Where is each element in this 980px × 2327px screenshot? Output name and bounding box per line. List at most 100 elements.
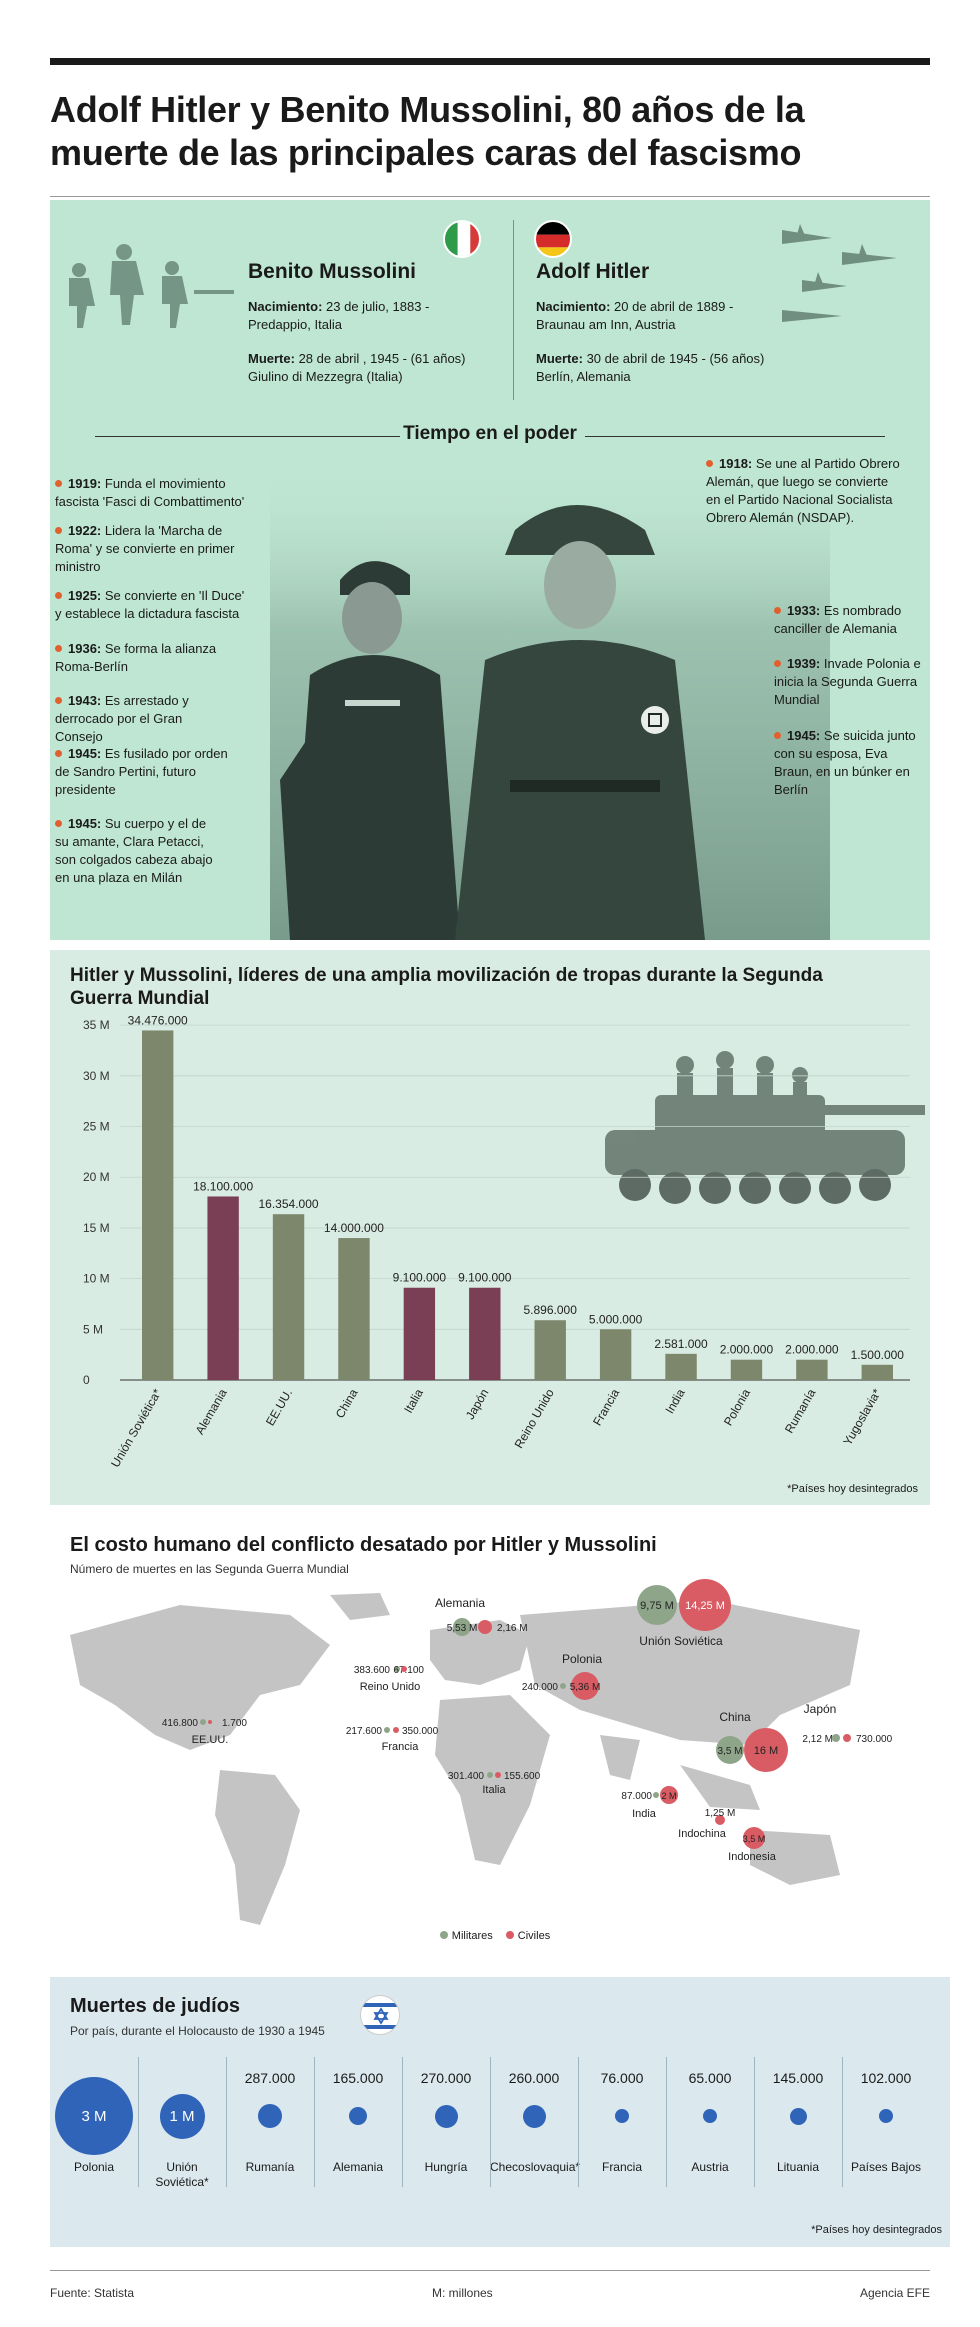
y-tick-label: 15 M [83, 1221, 110, 1235]
germany-military-marker [453, 1618, 471, 1636]
jews-circle [879, 2109, 893, 2123]
ussr-civil-label: 14,25 M [685, 1600, 725, 1612]
bar [272, 1214, 305, 1380]
x-category-label: EE.UU. [263, 1387, 295, 1429]
bar [796, 1359, 828, 1380]
legend-military-label: Militares [451, 1930, 493, 1942]
italy-military-marker [487, 1772, 493, 1778]
x-category-label: Italia [401, 1386, 426, 1415]
jews-item: 165.000 Alemania [314, 2052, 402, 2197]
bar-value-label: 2.000.000 [720, 1343, 774, 1357]
japan-civil-label: 730.000 [856, 1734, 893, 1745]
jews-circle: 1 M [159, 2093, 205, 2139]
france-military-label: 217.600 [346, 1726, 383, 1737]
bar-value-label: 9.100.000 [458, 1271, 512, 1285]
bar-value-label: 5.896.000 [524, 1303, 578, 1317]
timeline-line-right [585, 436, 885, 437]
mussolini-event-1945-a: 1945: Es fusilado por orden de Sandro Pe… [55, 746, 228, 797]
jews-title: Muertes de judíos [70, 1995, 241, 2017]
leaders-photo [270, 460, 830, 940]
jews-note: *Países hoy desintegrados [811, 2224, 942, 2236]
israel-flag-icon [360, 1995, 400, 2035]
bar-chart: 0 5 M 10 M 15 M 20 M 25 M 30 M 35 M 34.476.000 Un… [83, 1013, 910, 1470]
italy-flag-icon [443, 220, 481, 258]
germany-military-label: 5,53 M [447, 1623, 478, 1634]
jews-value: 102.000 [860, 2070, 912, 2086]
japan-military-marker [832, 1734, 840, 1742]
jews-item: 1 M Unión Soviética* [138, 2052, 226, 2197]
jews-item: 145.000 Lituania [754, 2052, 842, 2197]
mussolini-event-1943: 1943: Es arrestado y derrocado por el Gr… [55, 693, 189, 744]
jews-country: Lituania [776, 2160, 820, 2174]
indonesia-name: Indonesia [728, 1851, 777, 1863]
jews-separator [842, 2057, 843, 2187]
uk-military-label: 383.600 [354, 1665, 391, 1676]
troops-chart-section: Hitler y Mussolini, líderes de una ampli… [50, 950, 930, 1505]
jews-separator [578, 2057, 579, 2187]
poland-civil-marker [571, 1672, 599, 1700]
jews-circle: 3 M [55, 2077, 133, 2155]
chart-title: Hitler y Mussolini, líderes de una ampli… [70, 965, 823, 1009]
usa-civil-marker [208, 1720, 212, 1724]
bar [469, 1287, 501, 1380]
china-military-marker [716, 1736, 744, 1764]
chart-note: *Países hoy desintegrados [787, 1483, 918, 1495]
france-civil-label: 350.000 [402, 1726, 439, 1737]
human-cost-subtitle: Número de muertes en las Segunda Guerra … [70, 1562, 349, 1576]
y-tick-label: 30 M [83, 1069, 110, 1083]
indochina-civil-label: 1,25 M [705, 1808, 736, 1819]
poland-civil-label: 5,36 M [570, 1682, 601, 1693]
legend-civil-label: Civiles [517, 1930, 551, 1942]
france-name: Francia [382, 1741, 420, 1753]
jews-value: 287.000 [244, 2070, 296, 2086]
jews-value: 65.000 [688, 2070, 732, 2086]
world-map: 5,53 M 2,16 M Alemania 9,75 M 14,25 M Un… [70, 1579, 893, 1925]
india-military-label: 87.000 [621, 1791, 652, 1802]
bar-value-label: 16.354.000 [259, 1197, 319, 1211]
usa-military-label: 416.800 [162, 1718, 199, 1729]
x-category-label: Rumanía [782, 1386, 819, 1435]
x-category-label: Reino Unido [512, 1386, 557, 1450]
germany-flag-icon [534, 220, 572, 258]
jews-item: 3 M Polonia [50, 2052, 138, 2197]
bar [599, 1329, 632, 1380]
italy-name: Italia [482, 1784, 506, 1796]
ussr-civil-marker [679, 1579, 731, 1631]
x-category-label: Unión Soviética* [108, 1386, 164, 1470]
map-legend: Militares Civiles [0, 1930, 980, 1942]
y-tick-label: 20 M [83, 1170, 110, 1184]
jews-separator [314, 2057, 315, 2187]
india-civil-label: 2 M [661, 1791, 676, 1801]
jews-country: Hungría [424, 2160, 468, 2174]
leaders-section: Benito Mussolini Nacimiento: 23 de julio… [50, 200, 930, 940]
indochina-civil-marker [715, 1815, 725, 1825]
france-military-marker [384, 1727, 390, 1733]
india-military-marker [653, 1792, 659, 1798]
mussolini-birth: Nacimiento: 23 de julio, 1883 - Predappi… [248, 299, 430, 332]
bar [534, 1320, 566, 1380]
jews-country: Austria [691, 2160, 729, 2174]
italy-civil-marker [495, 1772, 501, 1778]
jews-item: 65.000 Austria [666, 2052, 754, 2197]
poland-name: Polonia [562, 1652, 602, 1666]
uk-civil-marker [401, 1666, 407, 1672]
footer-source: Fuente: Statista [50, 2286, 135, 2300]
jews-circle [789, 2107, 807, 2125]
hitler-death: Muerte: 30 de abril de 1945 - (56 años) … [536, 351, 765, 384]
jews-item: 260.000 Checoslovaquia* [490, 2052, 580, 2197]
jews-separator [754, 2057, 755, 2187]
hitler-birth: Nacimiento: 20 de abril de 1889 - Brauna… [536, 299, 734, 332]
germany-name: Alemania [435, 1596, 485, 1610]
italy-civil-label: 155.600 [504, 1771, 541, 1782]
timeline-title: Tiempo en el poder [403, 423, 577, 444]
footer-unit: M: millones [432, 2286, 493, 2300]
china-military-label: 3,5 M [717, 1746, 742, 1757]
japan-civil-marker [843, 1734, 851, 1742]
bar-value-label: 18.100.000 [193, 1179, 253, 1193]
continents [70, 1593, 860, 1925]
jews-country: Polonia [73, 2160, 115, 2174]
hitler-event-1918: 1918: Se une al Partido Obrero Alemán, q… [706, 456, 900, 525]
jews-item: 287.000 Rumanía [226, 2052, 314, 2197]
hitler-event-1933: 1933: Es nombrado canciller de Alemania [774, 603, 902, 636]
jews-separator [138, 2057, 139, 2187]
